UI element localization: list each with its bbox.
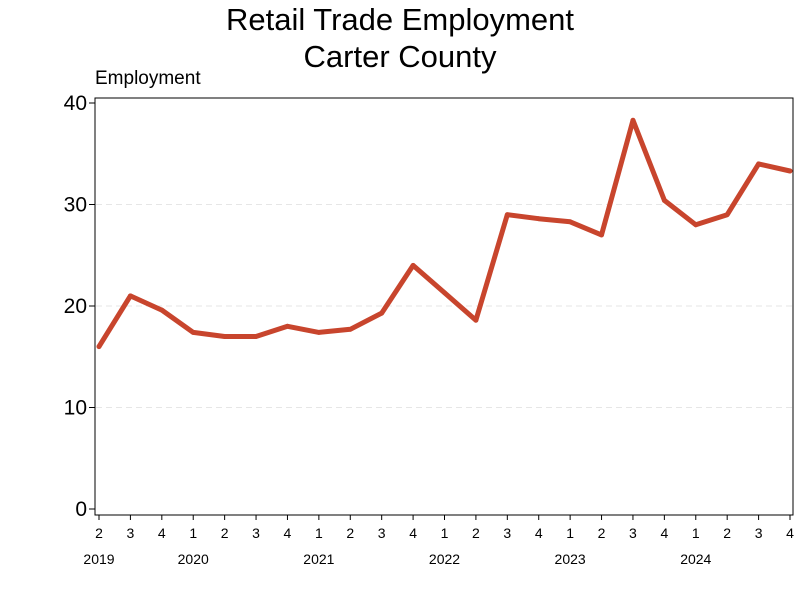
- x-quarter-label: 3: [378, 525, 386, 541]
- series: [96, 117, 793, 350]
- y-tick-label: 30: [64, 194, 87, 217]
- x-quarter-label: 2: [346, 525, 354, 541]
- x-year-label: 2020: [178, 551, 209, 567]
- data-point: [787, 168, 793, 174]
- x-year-label: 2019: [83, 551, 114, 567]
- x-quarter-label: 4: [284, 525, 292, 541]
- y-axis: 0 10 20 30 40: [64, 92, 95, 521]
- data-point: [285, 323, 290, 329]
- data-point: [442, 290, 447, 296]
- y-axis-label: Employment: [95, 68, 201, 89]
- data-point: [504, 212, 510, 218]
- x-quarter-label: 3: [127, 525, 135, 541]
- series-line-0: [96, 117, 793, 350]
- data-point: [724, 212, 730, 218]
- x-quarter-label: 3: [503, 525, 511, 541]
- x-quarter-label: 4: [409, 525, 417, 541]
- data-point: [630, 117, 636, 123]
- data-point: [159, 307, 165, 313]
- data-point: [316, 329, 322, 335]
- data-point: [347, 326, 353, 332]
- y-tick-label: 0: [75, 498, 87, 521]
- x-quarter-label: 2: [95, 525, 103, 541]
- grid-lines: [96, 204, 792, 408]
- x-quarter-label: 3: [629, 525, 637, 541]
- data-point: [253, 334, 259, 339]
- y-tick-label: 10: [64, 397, 87, 420]
- data-point: [599, 232, 604, 238]
- x-quarter-label: 3: [755, 525, 763, 541]
- chart-title: Retail Trade Employment: [225, 2, 575, 37]
- x-quarter-label: 2: [598, 525, 606, 541]
- x-quarter-label: 1: [315, 525, 323, 541]
- x-year-label: 2023: [555, 551, 586, 567]
- x-year-label: 2021: [303, 551, 334, 567]
- x-year-label: 2024: [680, 551, 711, 567]
- data-point: [473, 317, 479, 323]
- data-point: [128, 293, 133, 299]
- y-tick-label: 40: [64, 92, 87, 115]
- data-point: [693, 222, 699, 228]
- x-quarter-label: 4: [786, 525, 794, 541]
- x-quarter-label: 1: [566, 525, 574, 541]
- data-point: [661, 198, 667, 203]
- x-quarter-label: 2: [472, 525, 480, 541]
- x-quarter-label: 4: [158, 525, 166, 541]
- data-point: [410, 263, 416, 268]
- data-point: [379, 310, 385, 316]
- x-quarter-label: 1: [189, 525, 197, 541]
- data-point: [96, 344, 102, 349]
- x-quarter-label: 1: [692, 525, 700, 541]
- x-axis: 2 3 4 1 2 3 4 1 2 3 4 1 2 3 4 1 2 3 4 1 2 3 4 2019 2020 2021 2022 2…: [83, 515, 794, 567]
- x-quarter-label: 4: [660, 525, 668, 541]
- x-quarter-label: 4: [535, 525, 543, 541]
- x-year-label: 2022: [429, 551, 460, 567]
- data-point: [222, 334, 228, 339]
- x-quarter-label: 2: [221, 525, 229, 541]
- data-point: [536, 216, 542, 222]
- data-point: [190, 329, 196, 335]
- chart-subtitle: Carter County: [303, 39, 497, 74]
- y-tick-label: 20: [64, 295, 87, 318]
- data-point: [756, 161, 761, 167]
- x-quarter-label: 3: [252, 525, 260, 541]
- data-point: [567, 219, 573, 225]
- x-quarter-label: 1: [441, 525, 449, 541]
- x-quarter-label: 2: [723, 525, 731, 541]
